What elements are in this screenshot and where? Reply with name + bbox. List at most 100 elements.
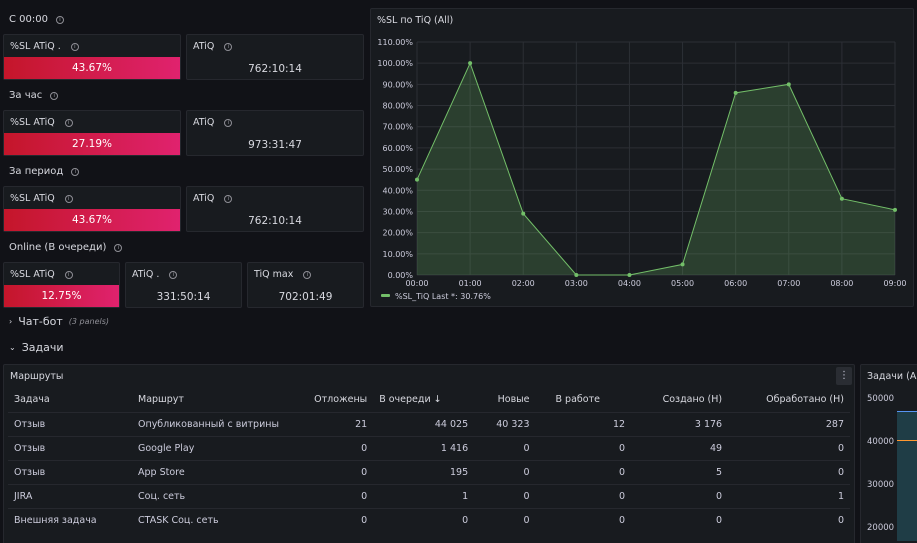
- y-tick-label: 0.00%: [388, 271, 414, 280]
- group-title-since-midnight: С 00:00 i: [9, 14, 64, 25]
- sl-area-chart: 0.00% 10.00% 20.00% 30.00% 40.00% 50.00% 60.00…: [377, 38, 906, 301]
- cell-postponed: 0: [284, 435, 374, 460]
- cell-in-queue: 0: [373, 507, 475, 532]
- info-icon[interactable]: i: [64, 118, 73, 127]
- legend-label: %SL_TiQ Last *: 30.76%: [395, 292, 491, 301]
- info-icon[interactable]: i: [303, 270, 312, 279]
- cell-route: Опубликованный с витрины: [132, 411, 285, 436]
- stat-panel-atiq-online: ATiQ . i 331:50:14: [125, 262, 242, 308]
- x-tick-label: 06:00: [724, 279, 747, 288]
- cell-new: 0: [474, 483, 536, 508]
- y-tick: 50000: [867, 394, 895, 404]
- col-header-task[interactable]: Задача: [14, 394, 50, 406]
- table-row[interactable]: Отзыв Google Play 0 1 416 0 0 49 0: [8, 435, 850, 460]
- table-row[interactable]: Внешняя задача CTASK Соц. сеть 0 0 0 0 0 0: [8, 507, 850, 532]
- cell-route: App Store: [132, 459, 285, 484]
- row-tasks[interactable]: ⌄ Задачи: [9, 341, 64, 354]
- stat-panel-atiq-last-hour: ATiQ i 973:31:47: [186, 110, 364, 156]
- y-tick-label: 20.00%: [382, 229, 413, 238]
- panel-title: ATiQ .: [132, 269, 160, 280]
- info-icon[interactable]: i: [71, 167, 80, 176]
- cell-postponed: 21: [284, 411, 374, 436]
- table-row[interactable]: Отзыв App Store 0 195 0 0 5 0: [8, 459, 850, 484]
- y-tick-label: 80.00%: [382, 102, 413, 111]
- y-tick-label: 10.00%: [382, 250, 413, 259]
- legend-swatch: [381, 294, 390, 297]
- stat-panel-sl-last-hour: %SL ATiQ i 27.19%: [3, 110, 181, 156]
- stat-value: 702:01:49: [278, 291, 333, 303]
- info-icon[interactable]: i: [224, 118, 233, 127]
- cell-in-queue: 1 416: [373, 435, 475, 460]
- stat-panel-sl-since-midnight: %SL ATiQ . i 43.67%: [3, 34, 181, 80]
- info-icon[interactable]: i: [224, 42, 233, 51]
- stat-value: 973:31:47: [248, 139, 302, 151]
- panel-menu-icon[interactable]: ⋮: [836, 367, 852, 385]
- col-header-route[interactable]: Маршрут: [138, 394, 184, 406]
- info-icon[interactable]: i: [70, 42, 79, 51]
- panel-title: ATiQ: [193, 117, 215, 128]
- cell-task: Отзыв: [8, 411, 132, 436]
- row-label: Чат-бот: [18, 315, 63, 328]
- stat-panel-tiq-max: TiQ max i 702:01:49: [247, 262, 364, 308]
- y-tick-label: 30.00%: [382, 207, 413, 216]
- cell-created: 0: [631, 507, 729, 532]
- chevron-down-icon: ⌄: [9, 343, 16, 352]
- routes-panel: Маршруты ⋮ Задача Маршрут Отложены В оче…: [3, 364, 855, 543]
- stat-value: 762:10:14: [248, 63, 302, 75]
- data-point: [680, 262, 685, 267]
- cell-created: 5: [631, 459, 729, 484]
- table-row[interactable]: Отзыв Опубликованный с витрины 21 44 025 40 …: [8, 411, 850, 436]
- stat-value: 27.19%: [4, 133, 180, 155]
- x-tick-label: 02:00: [512, 279, 535, 288]
- cell-task: JIRA: [8, 483, 132, 508]
- col-header-new[interactable]: Новые: [497, 394, 530, 406]
- cell-in-work: 0: [535, 459, 632, 484]
- info-icon[interactable]: i: [224, 194, 233, 203]
- info-icon[interactable]: i: [50, 91, 59, 100]
- stat-value: 43.67%: [4, 57, 180, 79]
- info-icon[interactable]: i: [64, 270, 73, 279]
- row-label: Задачи: [21, 341, 64, 354]
- cell-route: Google Play: [132, 435, 285, 460]
- col-header-in-work[interactable]: В работе: [555, 394, 600, 406]
- cell-created: 49: [631, 435, 729, 460]
- chevron-right-icon: ›: [9, 317, 13, 326]
- x-tick-label: 01:00: [459, 279, 482, 288]
- col-header-in-queue[interactable]: В очереди ↓: [379, 394, 442, 406]
- col-header-processed[interactable]: Обработано (Н): [766, 394, 844, 406]
- stat-panel-atiq-period: ATiQ i 762:10:14: [186, 186, 364, 232]
- row-chatbot[interactable]: › Чат-бот (3 panels): [9, 315, 109, 328]
- col-header-postponed[interactable]: Отложены: [314, 394, 368, 406]
- x-tick-label: 04:00: [618, 279, 641, 288]
- stat-value: 12.75%: [4, 285, 119, 307]
- data-point: [521, 211, 526, 216]
- x-tick-label: 09:00: [883, 279, 906, 288]
- routes-title: Маршруты: [10, 371, 64, 382]
- group-title-online: Online (В очереди) i: [9, 242, 123, 253]
- panel-title: ATiQ: [193, 41, 215, 52]
- x-tick-label: 07:00: [777, 279, 800, 288]
- table-row[interactable]: JIRA Соц. сеть 0 1 0 0 0 1: [8, 483, 850, 508]
- cell-in-work: 0: [535, 435, 632, 460]
- stat-panel-sl-period: %SL ATiQ i 43.67%: [3, 186, 181, 232]
- info-icon[interactable]: i: [55, 15, 64, 24]
- cell-processed: 0: [728, 459, 850, 484]
- x-tick-label: 03:00: [565, 279, 588, 288]
- panel-title: ATiQ: [193, 193, 215, 204]
- col-header-created[interactable]: Создано (Н): [662, 394, 723, 406]
- panel-title: %SL ATiQ: [10, 269, 55, 280]
- info-icon[interactable]: i: [114, 243, 123, 252]
- data-point: [415, 177, 419, 182]
- x-tick-label: 05:00: [671, 279, 694, 288]
- y-tick: 40000: [867, 437, 895, 447]
- cell-in-work: 0: [535, 507, 632, 532]
- panel-title: %SL ATiQ: [10, 117, 55, 128]
- x-tick-label: 08:00: [830, 279, 853, 288]
- row-sub: (3 panels): [68, 317, 110, 326]
- data-point: [786, 82, 791, 87]
- tasks-all-title: Задачи (All: [867, 371, 917, 382]
- info-icon[interactable]: i: [169, 270, 178, 279]
- data-point: [574, 273, 579, 277]
- y-tick: 30000: [867, 480, 895, 490]
- info-icon[interactable]: i: [64, 194, 73, 203]
